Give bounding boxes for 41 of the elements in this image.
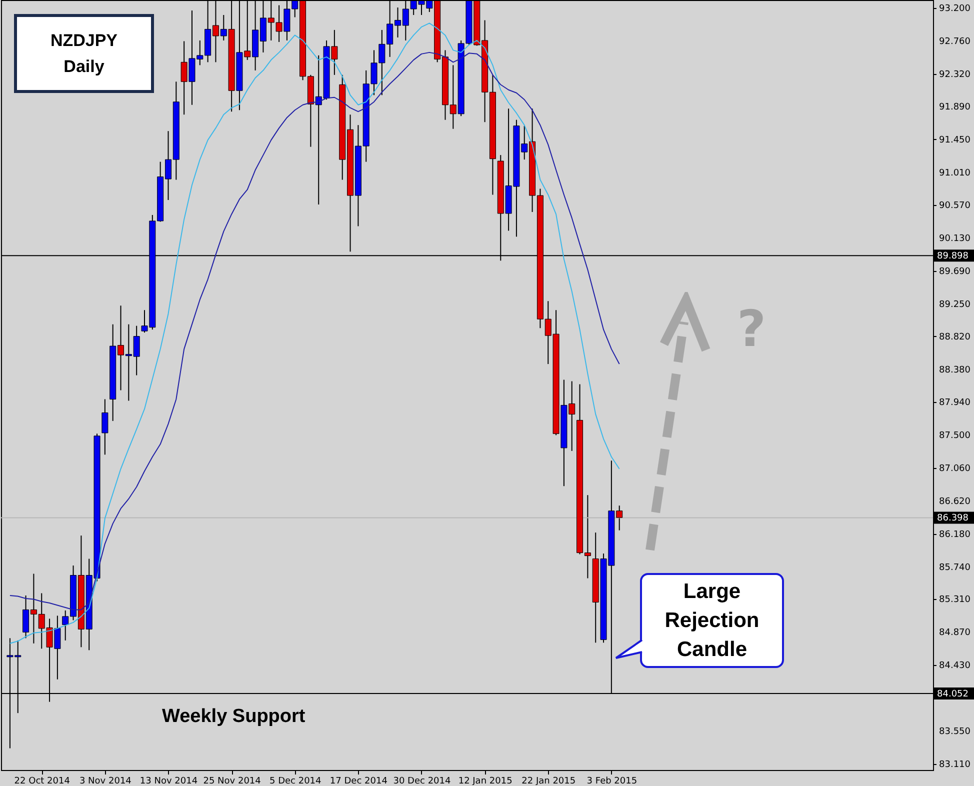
x-tick-label: 13 Nov 2014	[140, 776, 198, 786]
y-tick-label: 88.820	[939, 332, 971, 342]
x-tick-label: 17 Dec 2014	[330, 776, 388, 786]
y-tick-label: 92.760	[939, 37, 971, 48]
y-tick-label: 85.740	[939, 563, 971, 574]
y-tick-label: 91.010	[939, 168, 971, 178]
y-tick-label: 85.310	[939, 595, 971, 606]
ref-line-label: 89.898	[937, 252, 969, 262]
annotation: Weekly Support	[162, 706, 306, 728]
y-tick-label: 83.550	[939, 727, 971, 738]
y-tick-label: 87.940	[939, 398, 971, 408]
x-tick-label: 22 Oct 2014	[14, 776, 70, 786]
y-tick-label: 93.200	[939, 4, 971, 14]
x-tick-label: 22 Jan 2015	[522, 776, 576, 786]
text: ?	[737, 300, 766, 358]
y-tick-label: 83.110	[939, 760, 971, 770]
y-tick-label: 89.250	[939, 300, 971, 310]
y-tick-label: 87.500	[939, 431, 971, 442]
x-tick-label: 3 Nov 2014	[79, 776, 132, 786]
callout-box: Large Rejection Candle	[640, 573, 784, 668]
ref-line-label: 86.398	[937, 514, 969, 524]
y-tick-label: 90.130	[939, 234, 971, 244]
y-tick-label: 87.060	[939, 464, 971, 474]
x-tick-label: 25 Nov 2014	[203, 776, 262, 786]
y-tick-label: 90.570	[939, 201, 971, 212]
y-tick-label: 86.620	[939, 497, 971, 508]
y-tick-label: 92.320	[939, 70, 971, 80]
x-tick-label: 3 Feb 2015	[586, 776, 638, 786]
y-tick-label: 91.450	[939, 135, 971, 146]
x-tick-label: 30 Dec 2014	[393, 776, 452, 786]
title-box: NZDJPY Daily	[14, 14, 154, 93]
candlestick	[102, 398, 108, 456]
y-tick-label: 89.690	[939, 267, 971, 278]
y-tick-label: 84.430	[939, 661, 971, 672]
y-tick-label: 91.890	[939, 102, 971, 112]
y-tick-label: 84.870	[939, 628, 971, 638]
y-tick-label: 88.380	[939, 365, 971, 376]
y-tick-label: 86.180	[939, 530, 971, 540]
x-tick-label: 5 Dec 2014	[269, 776, 322, 786]
x-tick-label: 12 Jan 2015	[458, 776, 512, 786]
ref-line-label: 84.052	[937, 689, 968, 700]
